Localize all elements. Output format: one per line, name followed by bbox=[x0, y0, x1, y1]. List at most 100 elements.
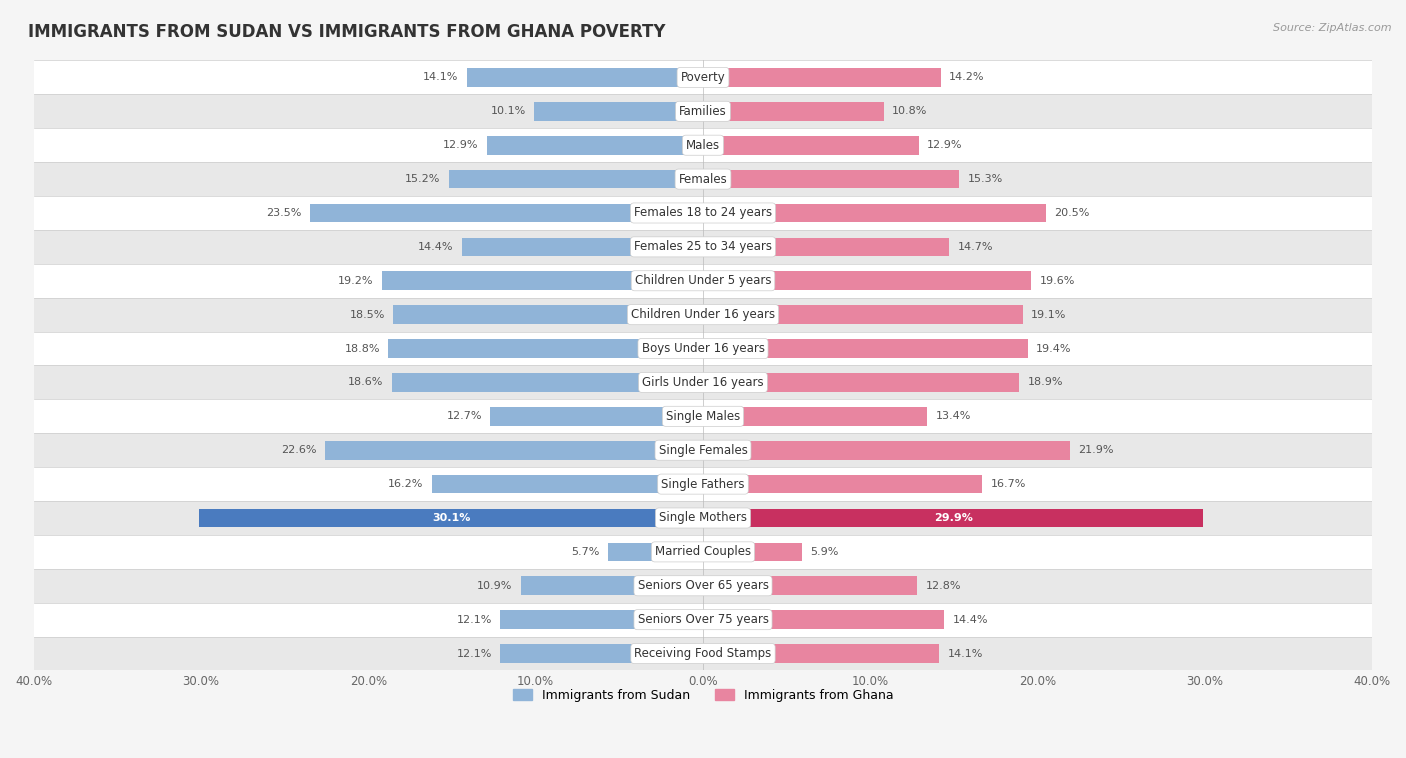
Text: 14.2%: 14.2% bbox=[949, 73, 984, 83]
Text: 12.1%: 12.1% bbox=[457, 649, 492, 659]
Text: 19.4%: 19.4% bbox=[1036, 343, 1071, 353]
Bar bbox=[34, 467, 1372, 501]
Bar bbox=[394, 305, 703, 324]
Bar bbox=[34, 535, 1372, 568]
Bar bbox=[703, 407, 928, 426]
Bar bbox=[703, 204, 1046, 222]
Text: 14.4%: 14.4% bbox=[952, 615, 988, 625]
Bar bbox=[703, 271, 1031, 290]
Bar bbox=[703, 170, 959, 189]
Text: 19.6%: 19.6% bbox=[1039, 276, 1074, 286]
Text: 16.2%: 16.2% bbox=[388, 479, 423, 489]
Text: 15.3%: 15.3% bbox=[967, 174, 1002, 184]
Bar bbox=[34, 61, 1372, 94]
Text: Single Fathers: Single Fathers bbox=[661, 478, 745, 490]
Legend: Immigrants from Sudan, Immigrants from Ghana: Immigrants from Sudan, Immigrants from G… bbox=[508, 684, 898, 707]
Bar bbox=[703, 340, 1028, 358]
Text: Children Under 16 years: Children Under 16 years bbox=[631, 309, 775, 321]
Text: 16.7%: 16.7% bbox=[991, 479, 1026, 489]
Text: Males: Males bbox=[686, 139, 720, 152]
Text: Boys Under 16 years: Boys Under 16 years bbox=[641, 342, 765, 355]
Text: 12.8%: 12.8% bbox=[925, 581, 962, 590]
Text: 14.1%: 14.1% bbox=[948, 649, 983, 659]
Bar bbox=[491, 407, 703, 426]
Text: 20.5%: 20.5% bbox=[1054, 208, 1090, 218]
Text: 30.1%: 30.1% bbox=[432, 513, 471, 523]
Text: Females 25 to 34 years: Females 25 to 34 years bbox=[634, 240, 772, 253]
Bar bbox=[703, 576, 917, 595]
Bar bbox=[703, 441, 1070, 459]
Bar bbox=[388, 340, 703, 358]
Text: Seniors Over 65 years: Seniors Over 65 years bbox=[637, 579, 769, 592]
Bar bbox=[34, 568, 1372, 603]
Text: Receiving Food Stamps: Receiving Food Stamps bbox=[634, 647, 772, 660]
Text: 18.6%: 18.6% bbox=[347, 377, 384, 387]
Bar bbox=[501, 610, 703, 629]
Bar bbox=[703, 475, 983, 493]
Text: 5.7%: 5.7% bbox=[571, 547, 599, 557]
Text: IMMIGRANTS FROM SUDAN VS IMMIGRANTS FROM GHANA POVERTY: IMMIGRANTS FROM SUDAN VS IMMIGRANTS FROM… bbox=[28, 23, 665, 41]
Bar bbox=[34, 637, 1372, 671]
Bar bbox=[463, 237, 703, 256]
Bar bbox=[34, 365, 1372, 399]
Text: 14.4%: 14.4% bbox=[418, 242, 454, 252]
Bar bbox=[34, 298, 1372, 331]
Text: 23.5%: 23.5% bbox=[266, 208, 301, 218]
Text: 10.8%: 10.8% bbox=[893, 106, 928, 116]
Text: 18.8%: 18.8% bbox=[344, 343, 380, 353]
Bar bbox=[381, 271, 703, 290]
Text: Single Mothers: Single Mothers bbox=[659, 512, 747, 525]
Text: Single Males: Single Males bbox=[666, 410, 740, 423]
Bar bbox=[200, 509, 703, 528]
Bar bbox=[607, 543, 703, 561]
Bar bbox=[703, 610, 943, 629]
Bar bbox=[703, 305, 1022, 324]
Text: 22.6%: 22.6% bbox=[281, 445, 316, 456]
Bar bbox=[34, 128, 1372, 162]
Text: 13.4%: 13.4% bbox=[935, 412, 972, 421]
Bar bbox=[34, 331, 1372, 365]
Bar bbox=[432, 475, 703, 493]
Bar bbox=[703, 136, 920, 155]
Bar bbox=[34, 230, 1372, 264]
Bar bbox=[34, 399, 1372, 434]
Text: Poverty: Poverty bbox=[681, 71, 725, 84]
Bar bbox=[309, 204, 703, 222]
Text: Seniors Over 75 years: Seniors Over 75 years bbox=[637, 613, 769, 626]
Bar bbox=[34, 434, 1372, 467]
Text: 18.5%: 18.5% bbox=[350, 310, 385, 320]
Bar bbox=[34, 264, 1372, 298]
Bar bbox=[34, 94, 1372, 128]
Text: Married Couples: Married Couples bbox=[655, 545, 751, 559]
Text: 19.1%: 19.1% bbox=[1031, 310, 1066, 320]
Bar bbox=[392, 373, 703, 392]
Text: Single Females: Single Females bbox=[658, 443, 748, 457]
Text: 12.1%: 12.1% bbox=[457, 615, 492, 625]
Bar bbox=[34, 501, 1372, 535]
Text: 10.1%: 10.1% bbox=[491, 106, 526, 116]
Bar bbox=[703, 237, 949, 256]
Text: 12.7%: 12.7% bbox=[447, 412, 482, 421]
Text: 5.9%: 5.9% bbox=[810, 547, 838, 557]
Bar bbox=[486, 136, 703, 155]
Text: 18.9%: 18.9% bbox=[1028, 377, 1063, 387]
Bar bbox=[449, 170, 703, 189]
Text: 29.9%: 29.9% bbox=[934, 513, 973, 523]
Text: Females: Females bbox=[679, 173, 727, 186]
Text: 12.9%: 12.9% bbox=[928, 140, 963, 150]
Text: Girls Under 16 years: Girls Under 16 years bbox=[643, 376, 763, 389]
Bar bbox=[703, 509, 1204, 528]
Bar bbox=[501, 644, 703, 662]
Text: Families: Families bbox=[679, 105, 727, 117]
Text: 21.9%: 21.9% bbox=[1078, 445, 1114, 456]
Bar bbox=[520, 576, 703, 595]
Bar bbox=[703, 102, 884, 121]
Bar bbox=[703, 543, 801, 561]
Text: Children Under 5 years: Children Under 5 years bbox=[634, 274, 772, 287]
Bar bbox=[467, 68, 703, 86]
Bar bbox=[534, 102, 703, 121]
Text: 12.9%: 12.9% bbox=[443, 140, 478, 150]
Bar bbox=[703, 68, 941, 86]
Text: Source: ZipAtlas.com: Source: ZipAtlas.com bbox=[1274, 23, 1392, 33]
Bar bbox=[703, 644, 939, 662]
